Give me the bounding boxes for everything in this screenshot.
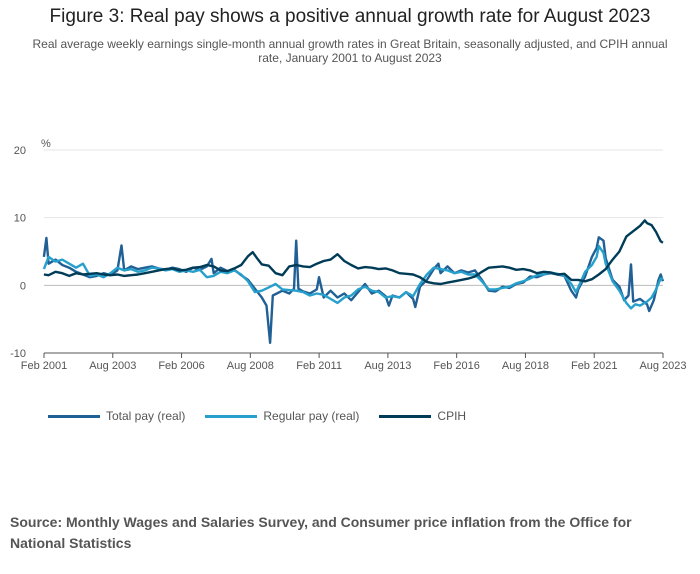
line-chart: -10 0 10 20% Feb 2001 Aug 2003 Feb 2006 Aug 20… [10,138,687,372]
grid-lines [44,149,663,354]
x-tick-label: Aug 2018 [502,360,549,372]
series-lines [42,219,665,344]
x-tick-label: Feb 2001 [21,360,67,372]
y-axis: -10 0 10 20% [10,138,51,360]
legend-item: CPIH [379,409,466,423]
x-tick-label: Aug 2003 [89,360,136,372]
legend-label: CPIH [437,409,467,423]
x-tick-label: Aug 2008 [227,360,274,372]
legend-swatch [205,414,258,418]
series-line-regular-pay-real [42,244,663,310]
chart-legend: Total pay (real) Regular pay (real) CPIH [48,409,466,423]
x-tick-label: Feb 2021 [571,360,617,372]
y-tick-label: 0 [20,280,26,292]
legend-item: Regular pay (real) [205,409,359,423]
x-tick-label: Aug 2013 [364,360,411,372]
legend-label: Regular pay (real) [263,409,360,423]
legend-item: Total pay (real) [48,409,185,423]
x-tick-label: Feb 2006 [158,360,204,372]
source-note: Source: Monthly Wages and Salaries Surve… [10,514,632,551]
y-tick-label: 20 [14,145,26,157]
x-tick-label: Feb 2016 [433,360,479,372]
y-tick-label: -10 [10,348,26,360]
series-line-cpih [43,219,664,286]
x-tick-label: Feb 2011 [296,360,342,372]
x-tick-label: Aug 2023 [639,360,686,372]
y-axis-label: % [41,138,51,150]
x-axis: Feb 2001 Aug 2003 Feb 2006 Aug 2008 Feb 2011… [21,352,687,372]
legend-label: Total pay (real) [106,409,186,423]
series-line-total-pay-real [42,236,665,344]
y-tick-label: 10 [14,213,26,225]
chart-title: Figure 3: Real pay shows a positive annu… [49,6,651,27]
chart-subtitle: Real average weekly earnings single-mont… [32,37,668,65]
legend-swatch [48,414,100,418]
legend-swatch [379,414,432,418]
